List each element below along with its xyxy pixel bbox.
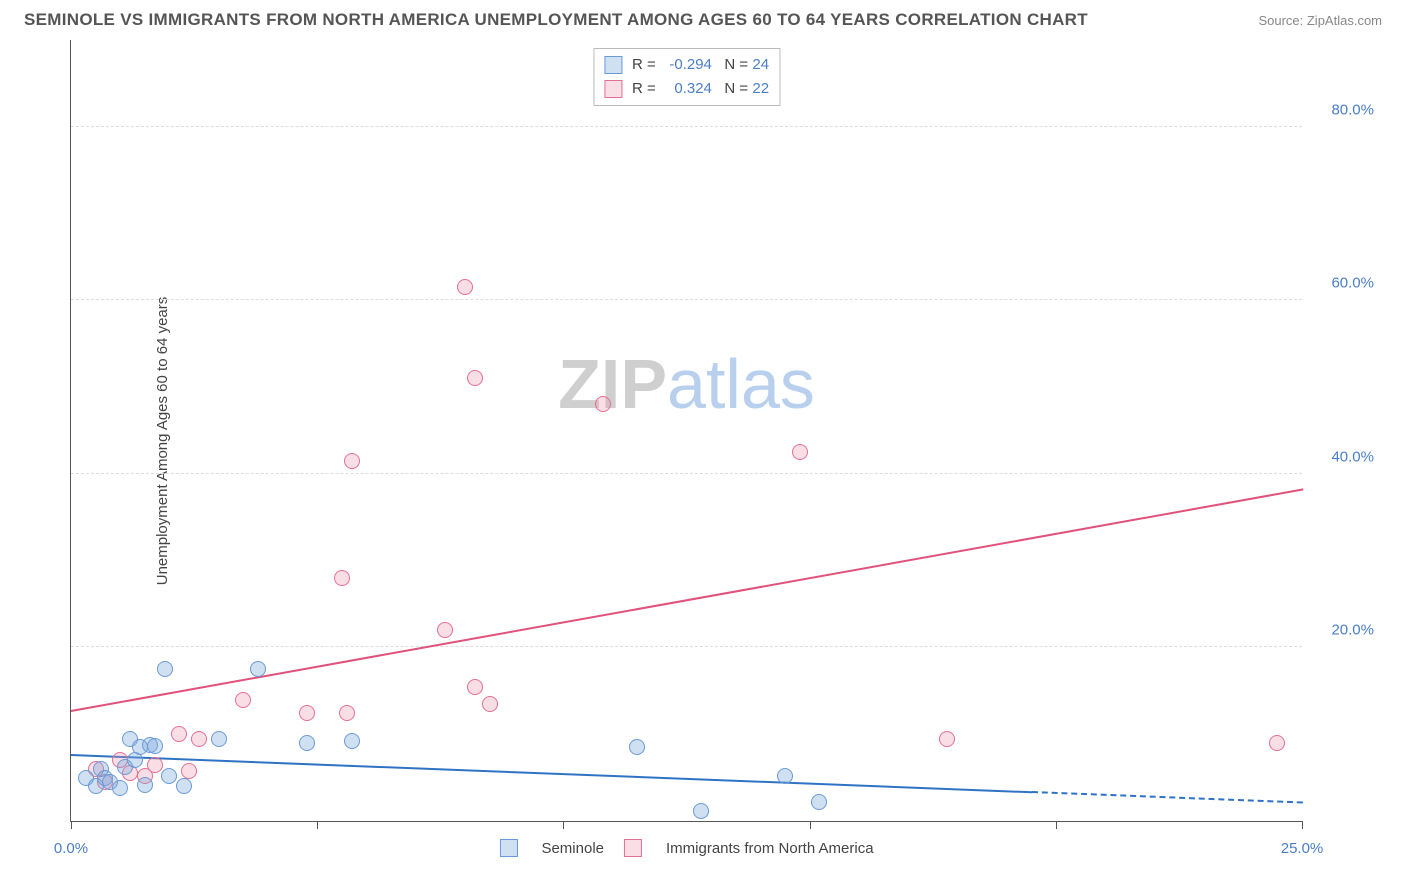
watermark: ZIPatlas — [558, 344, 815, 424]
scatter-point-b — [191, 731, 207, 747]
watermark-zip: ZIP — [558, 345, 667, 423]
scatter-point-a — [777, 768, 793, 784]
legend-swatch-a — [499, 839, 517, 857]
legend-correlation-text: R = -0.294 N = 24 — [632, 53, 769, 77]
scatter-point-b — [457, 279, 473, 295]
x-tick — [810, 821, 811, 829]
trend-line-solid — [71, 754, 1032, 793]
scatter-point-a — [211, 731, 227, 747]
x-tick — [71, 821, 72, 829]
x-tick — [1056, 821, 1057, 829]
x-tick — [1302, 821, 1303, 829]
gridline — [71, 126, 1302, 127]
scatter-point-a — [176, 778, 192, 794]
scatter-point-b — [1269, 735, 1285, 751]
scatter-point-b — [344, 453, 360, 469]
scatter-point-a — [811, 794, 827, 810]
scatter-point-b — [792, 444, 808, 460]
correlation-legend: R = -0.294 N = 24R = 0.324 N = 22 — [593, 48, 780, 106]
legend-correlation-text: R = 0.324 N = 22 — [632, 77, 769, 101]
scatter-point-b — [467, 370, 483, 386]
legend-correlation-row: R = 0.324 N = 22 — [604, 77, 769, 101]
legend-label-a: Seminole — [541, 840, 604, 857]
scatter-point-b — [437, 622, 453, 638]
scatter-point-a — [157, 661, 173, 677]
scatter-point-a — [137, 777, 153, 793]
scatter-point-b — [595, 396, 611, 412]
trend-line — [71, 489, 1303, 713]
scatter-point-b — [171, 726, 187, 742]
scatter-point-a — [147, 738, 163, 754]
scatter-point-a — [161, 768, 177, 784]
y-tick-label: 60.0% — [1331, 275, 1374, 292]
x-tick — [317, 821, 318, 829]
series-legend: Seminole Immigrants from North America — [499, 839, 873, 857]
legend-swatch-icon — [604, 80, 622, 98]
scatter-point-a — [250, 661, 266, 677]
gridline — [71, 299, 1302, 300]
scatter-point-b — [235, 692, 251, 708]
scatter-point-b — [467, 679, 483, 695]
scatter-point-a — [629, 739, 645, 755]
trend-line-dashed — [1032, 791, 1303, 804]
x-tick — [563, 821, 564, 829]
scatter-point-b — [299, 705, 315, 721]
scatter-point-a — [112, 780, 128, 796]
y-tick-label: 20.0% — [1331, 622, 1374, 639]
legend-swatch-icon — [604, 56, 622, 74]
plot-region: ZIPatlas R = -0.294 N = 24R = 0.324 N = … — [70, 40, 1302, 822]
scatter-point-a — [693, 803, 709, 819]
scatter-point-b — [147, 757, 163, 773]
gridline — [71, 646, 1302, 647]
scatter-point-b — [939, 731, 955, 747]
scatter-point-b — [339, 705, 355, 721]
y-tick-label: 40.0% — [1331, 448, 1374, 465]
scatter-point-a — [299, 735, 315, 751]
legend-correlation-row: R = -0.294 N = 24 — [604, 53, 769, 77]
scatter-point-b — [482, 696, 498, 712]
legend-swatch-b — [624, 839, 642, 857]
scatter-point-b — [181, 763, 197, 779]
x-tick-label: 0.0% — [54, 840, 88, 857]
scatter-point-a — [344, 733, 360, 749]
source-label: Source: ZipAtlas.com — [1258, 13, 1382, 28]
chart-area: Unemployment Among Ages 60 to 64 years Z… — [50, 40, 1382, 842]
x-tick-label: 25.0% — [1281, 840, 1324, 857]
legend-label-b: Immigrants from North America — [666, 840, 874, 857]
chart-title: SEMINOLE VS IMMIGRANTS FROM NORTH AMERIC… — [24, 10, 1088, 30]
gridline — [71, 473, 1302, 474]
scatter-point-b — [334, 570, 350, 586]
watermark-atlas: atlas — [667, 345, 815, 423]
y-tick-label: 80.0% — [1331, 101, 1374, 118]
